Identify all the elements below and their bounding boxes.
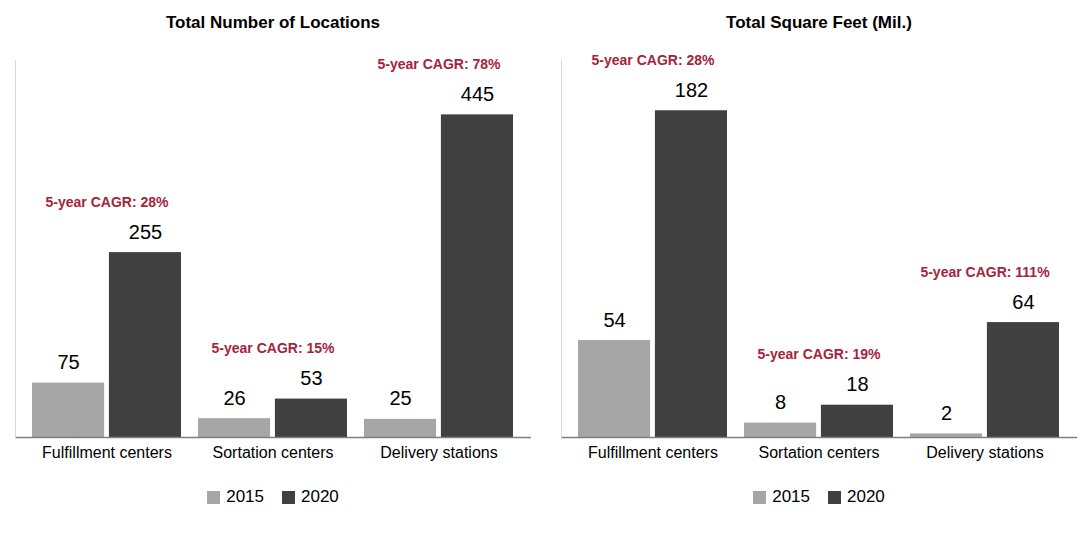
svg-text:Sortation centers: Sortation centers xyxy=(213,444,334,461)
html-text:2020: 2020 xyxy=(301,487,339,506)
svg-text:Delivery stations: Delivery stations xyxy=(926,444,1043,461)
svg-text:Sortation centers: Sortation centers xyxy=(759,444,880,461)
svg-text:445: 445 xyxy=(461,83,494,105)
html-text:Total Square Feet (Mil.): Total Square Feet (Mil.) xyxy=(726,13,912,32)
svg-text:25: 25 xyxy=(389,387,411,409)
svg-text:5-year CAGR: 111%: 5-year CAGR: 111% xyxy=(920,264,1050,280)
svg-text:75: 75 xyxy=(57,351,79,373)
html-text:2015: 2015 xyxy=(226,487,264,506)
html-text:2015: 2015 xyxy=(772,487,810,506)
html-text:2020: 2020 xyxy=(847,487,885,506)
svg-text:5-year CAGR: 19%: 5-year CAGR: 19% xyxy=(758,346,881,362)
svg-text:54: 54 xyxy=(603,309,625,331)
svg-text:5-year CAGR: 28%: 5-year CAGR: 28% xyxy=(46,194,169,210)
svg-text:182: 182 xyxy=(675,79,708,101)
svg-text:26: 26 xyxy=(223,387,245,409)
svg-text:2: 2 xyxy=(941,402,952,424)
svg-text:5-year CAGR: 78%: 5-year CAGR: 78% xyxy=(378,56,501,72)
svg-text:255: 255 xyxy=(129,221,162,243)
svg-text:5-year CAGR: 28%: 5-year CAGR: 28% xyxy=(592,52,715,68)
svg-text:Fulfillment centers: Fulfillment centers xyxy=(42,444,172,461)
svg-text:Delivery stations: Delivery stations xyxy=(380,444,497,461)
svg-text:18: 18 xyxy=(846,373,868,395)
html-text:Total Number of Locations: Total Number of Locations xyxy=(166,13,380,32)
svg-text:64: 64 xyxy=(1012,291,1034,313)
svg-text:53: 53 xyxy=(300,367,322,389)
svg-text:5-year CAGR: 15%: 5-year CAGR: 15% xyxy=(212,340,335,356)
svg-text:8: 8 xyxy=(775,391,786,413)
svg-text:Fulfillment centers: Fulfillment centers xyxy=(588,444,718,461)
